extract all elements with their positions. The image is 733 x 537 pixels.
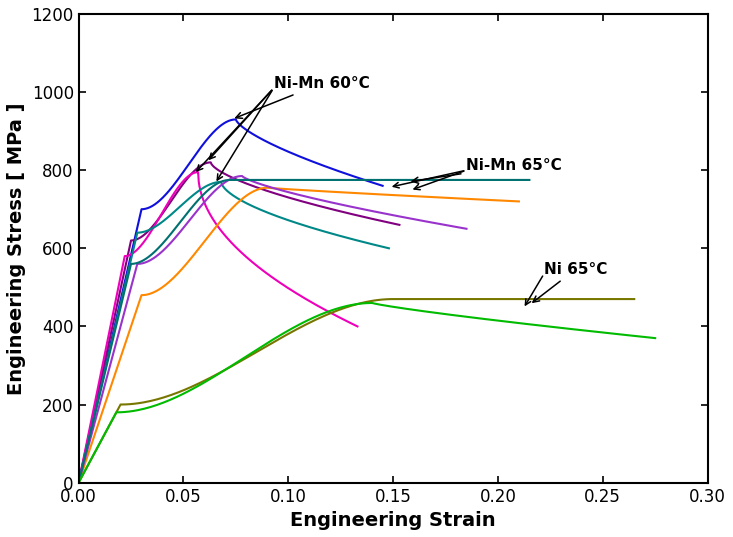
- Y-axis label: Engineering Stress [ MPa ]: Engineering Stress [ MPa ]: [7, 102, 26, 395]
- Text: Ni-Mn 60°C: Ni-Mn 60°C: [236, 76, 369, 118]
- Text: Ni 65°C: Ni 65°C: [533, 262, 608, 302]
- X-axis label: Engineering Strain: Engineering Strain: [290, 511, 496, 530]
- Text: Ni-Mn 65°C: Ni-Mn 65°C: [412, 158, 562, 183]
